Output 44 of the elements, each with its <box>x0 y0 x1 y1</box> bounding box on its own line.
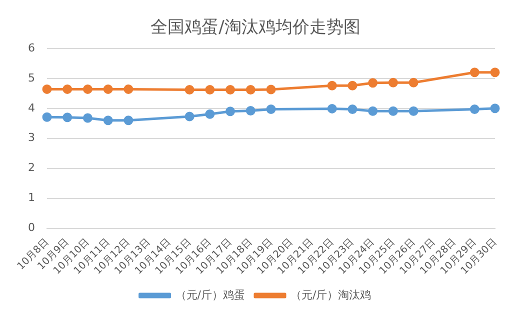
point <box>42 84 52 94</box>
point <box>470 104 480 114</box>
legend-label: （元/斤）鸡蛋 <box>175 288 246 302</box>
point <box>266 84 276 94</box>
point <box>124 116 134 126</box>
legend-label: （元/斤）淘汰鸡 <box>290 288 372 302</box>
point <box>246 85 256 95</box>
point <box>327 80 337 90</box>
chart-title: 全国鸡蛋/淘汰鸡均价走势图 <box>150 18 360 38</box>
y-tick-label: 3 <box>28 131 35 144</box>
point <box>368 78 378 88</box>
point <box>184 112 194 122</box>
point <box>42 112 52 122</box>
point <box>62 112 72 122</box>
point <box>490 68 500 78</box>
point <box>226 85 236 95</box>
point <box>388 78 398 88</box>
point <box>103 116 113 126</box>
y-tick-label: 0 <box>28 221 35 234</box>
y-tick-label: 2 <box>28 161 35 174</box>
point <box>124 84 134 94</box>
point <box>327 104 337 114</box>
y-tick-label: 6 <box>28 41 35 54</box>
point <box>205 85 215 95</box>
point <box>388 106 398 116</box>
y-tick-label: 5 <box>28 71 35 84</box>
point <box>408 106 418 116</box>
point <box>82 113 92 123</box>
point <box>348 80 358 90</box>
point <box>368 106 378 116</box>
point <box>408 78 418 88</box>
point <box>103 84 113 94</box>
point <box>470 68 480 78</box>
point <box>246 106 256 116</box>
point <box>348 104 358 114</box>
y-tick-label: 4 <box>28 101 35 114</box>
point <box>62 84 72 94</box>
point <box>205 109 215 119</box>
point <box>266 104 276 114</box>
point <box>184 85 194 95</box>
y-tick-label: 1 <box>28 191 35 204</box>
point <box>490 104 500 114</box>
point <box>226 106 236 116</box>
point <box>82 84 92 94</box>
